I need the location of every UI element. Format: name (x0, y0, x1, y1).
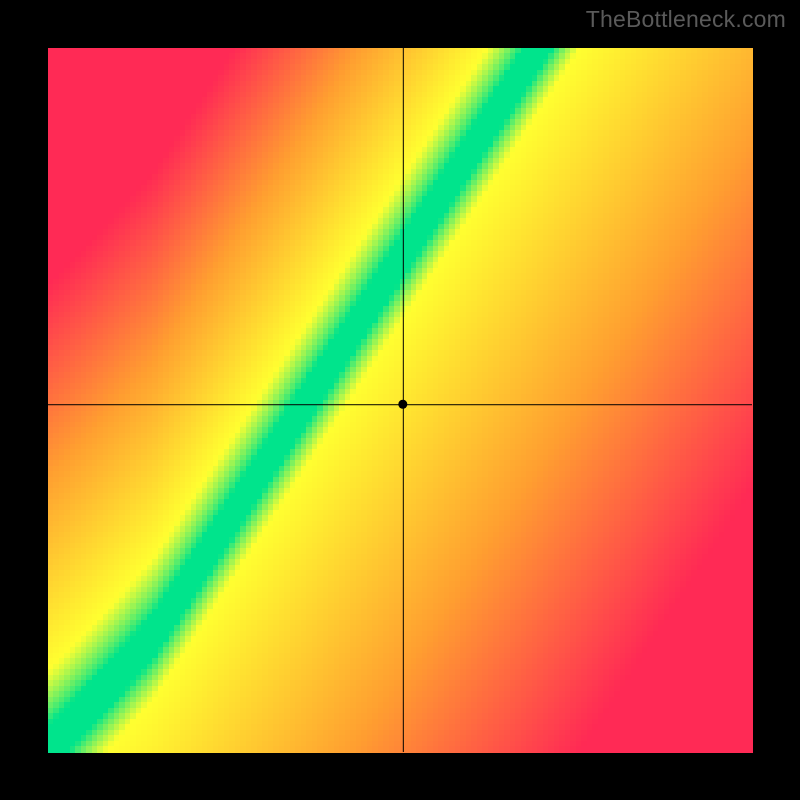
bottleneck-heatmap (0, 0, 800, 800)
watermark-text: TheBottleneck.com (586, 6, 786, 33)
